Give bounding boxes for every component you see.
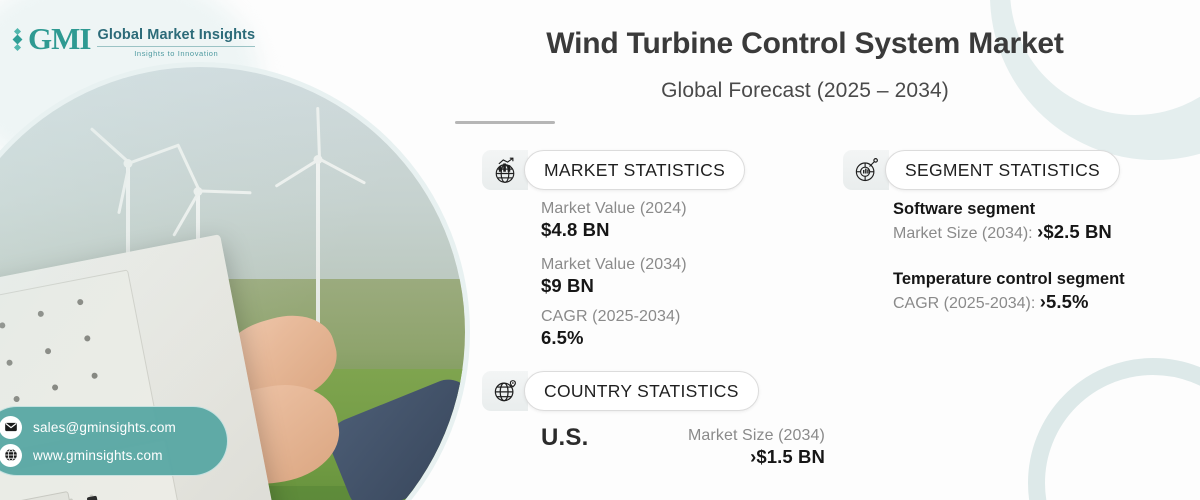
country-name: U.S. (541, 424, 589, 451)
segment-statistics-header: SEGMENT STATISTICS (843, 150, 1121, 190)
market-stat-label: Market Value (2034) (541, 256, 687, 273)
logo-mark: GMI (28, 21, 91, 56)
photo-scene (0, 67, 465, 500)
market-stat-label: CAGR (2025-2034) (541, 308, 681, 325)
logo-diamond-icon (12, 24, 23, 52)
country-metric-label: Market Size (2034) (688, 427, 825, 444)
country-statistics-header: COUNTRY STATISTICS (482, 371, 759, 411)
market-statistics-header: MARKET STATISTICS (482, 150, 746, 190)
hero-photo (0, 62, 470, 500)
market-stat-value: $4.8 BN (541, 219, 610, 240)
page-subtitle: Global Forecast (2025 – 2034) (661, 79, 949, 103)
segment-metric: Market Size (2034): ›$2.5 BN (893, 221, 1112, 243)
market-statistics-label: MARKET STATISTICS (524, 150, 746, 190)
logo-text-block: Global Market Insights Insights to Innov… (97, 24, 256, 58)
page-title: Wind Turbine Control System Market (546, 27, 1064, 60)
title-underline-accent (455, 121, 555, 125)
contact-email: sales@gminsights.com (33, 419, 177, 435)
contact-website: www.gminsights.com (33, 447, 163, 463)
segment-statistics-label: SEGMENT STATISTICS (885, 150, 1121, 190)
segment-title: Temperature control segment (893, 270, 1125, 288)
market-stat-value: $9 BN (541, 275, 594, 296)
contact-badge: sales@gminsights.com www.gminsights.com (0, 406, 228, 476)
market-stat-row-0: Market Value (2024) $4.8 BN (541, 200, 687, 241)
logo-company-name: Global Market Insights (97, 27, 256, 43)
brand-logo[interactable]: GMI Global Market Insights Insights to I… (12, 21, 256, 58)
decorative-ring-bottom-right (1028, 358, 1200, 500)
segment-metric-label: Market Size (2034): (893, 225, 1038, 242)
segment-metric: CAGR (2025-2034): ›5.5% (893, 291, 1125, 313)
contact-website-row[interactable]: www.gminsights.com (0, 443, 213, 467)
segment-metric-value: ›5.5% (1039, 291, 1089, 312)
market-stat-value: 6.5% (541, 327, 584, 348)
header-block: Wind Turbine Control System Market Globa… (455, 26, 1155, 125)
country-metric-value: ›$1.5 BN (750, 446, 825, 467)
contact-email-row[interactable]: sales@gminsights.com (0, 415, 213, 439)
logo-divider (97, 46, 256, 47)
market-stat-label: Market Value (2024) (541, 200, 687, 217)
globe-icon (0, 443, 22, 467)
country-metric-block: Market Size (2034) ›$1.5 BN (688, 427, 825, 468)
segment-group-0: Software segment Market Size (2034): ›$2… (893, 200, 1112, 243)
segment-title: Software segment (893, 200, 1036, 218)
segment-group-1: Temperature control segment CAGR (2025-2… (893, 270, 1125, 313)
globe-pin-icon (482, 371, 528, 411)
envelope-icon (0, 415, 22, 439)
pie-chart-target-icon (843, 150, 889, 190)
country-name-block: U.S. (541, 424, 588, 452)
segment-metric-label: CAGR (2025-2034): (893, 295, 1040, 312)
country-statistics-label: COUNTRY STATISTICS (524, 371, 759, 411)
segment-metric-value: ›$2.5 BN (1037, 221, 1112, 242)
market-stat-row-1: Market Value (2034) $9 BN (541, 256, 687, 297)
globe-bar-chart-icon (482, 150, 528, 190)
market-stat-row-2: CAGR (2025-2034) 6.5% (541, 308, 680, 349)
logo-tagline: Insights to Innovation (134, 49, 219, 58)
